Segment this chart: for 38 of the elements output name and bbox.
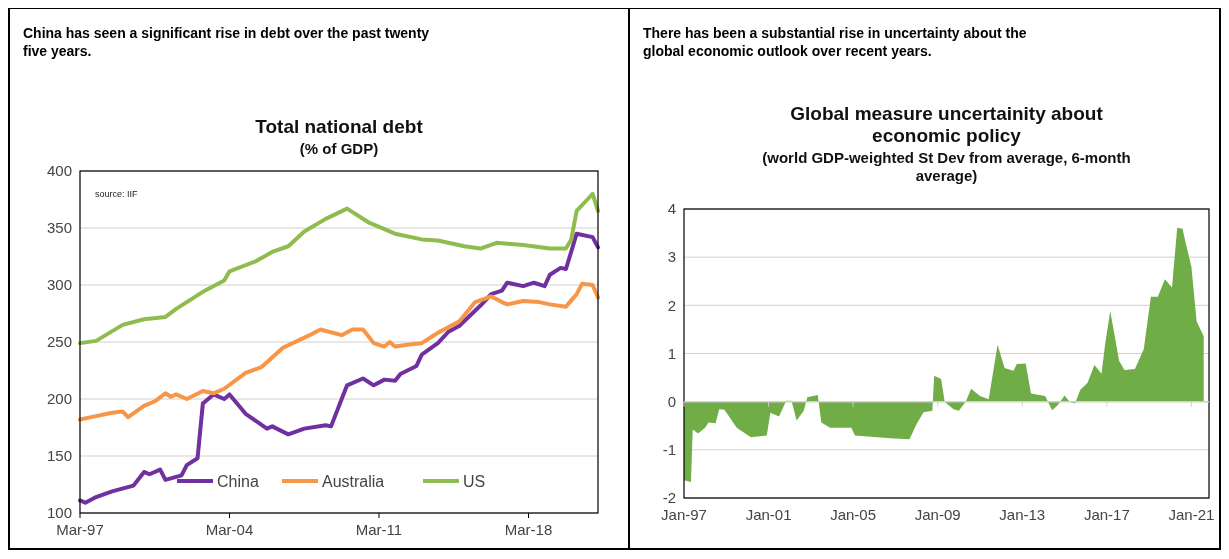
y-tick-label: 100 — [46, 504, 72, 522]
x-tick-label: Jan-97 — [661, 506, 707, 523]
y-tick-label: 400 — [46, 162, 72, 180]
y-tick-label: -1 — [662, 441, 676, 459]
y-tick-label: 250 — [46, 333, 72, 351]
x-tick-label: Mar-18 — [504, 521, 553, 538]
x-tick-label: Jan-17 — [1083, 506, 1130, 523]
legend-label: Australia — [322, 472, 385, 490]
x-tick-label: Jan-13 — [999, 506, 1046, 523]
y-tick-label: 1 — [667, 344, 676, 362]
y-tick-label: 350 — [46, 219, 72, 237]
line-series — [78, 281, 600, 422]
legend-label: US — [463, 472, 486, 490]
chart-subtitle: (% of GDP) — [299, 140, 379, 157]
x-tick-label: Jan-05 — [830, 506, 877, 523]
x-tick-label: Jan-01 — [745, 506, 792, 523]
text: There has been a substantial rise in uncertainty about the global economic outlook over recent years. — [643, 25, 1027, 59]
x-tick-label: Mar-04 — [205, 521, 254, 538]
line-series — [78, 191, 600, 346]
y-tick-label: 2 — [667, 296, 676, 314]
chart-title: Global measure uncertainity about economic policy — [790, 103, 1104, 146]
y-tick-label: 300 — [46, 276, 72, 294]
legend-label: China — [217, 472, 259, 490]
x-tick-label: Mar-97 — [56, 521, 104, 538]
x-tick-label: Jan-21 — [1168, 506, 1215, 523]
y-tick-label: 3 — [667, 248, 676, 266]
chart-title: Total national debt — [255, 116, 424, 137]
text: China has seen a significant rise in debt over the past twenty five years. — [23, 25, 430, 59]
y-tick-label: -2 — [662, 489, 676, 507]
y-tick-label: 200 — [46, 390, 72, 408]
x-tick-label: Mar-11 — [355, 521, 403, 538]
y-tick-label: 0 — [667, 392, 676, 410]
x-tick-label: Jan-09 — [914, 506, 961, 523]
y-tick-label: 150 — [46, 447, 72, 465]
line-series — [78, 231, 600, 505]
annotation: source: IIF — [95, 189, 139, 199]
chart-subtitle: (world GDP-weighted St Dev from average, 6-month average) — [762, 149, 1131, 184]
y-tick-label: 4 — [667, 200, 676, 218]
